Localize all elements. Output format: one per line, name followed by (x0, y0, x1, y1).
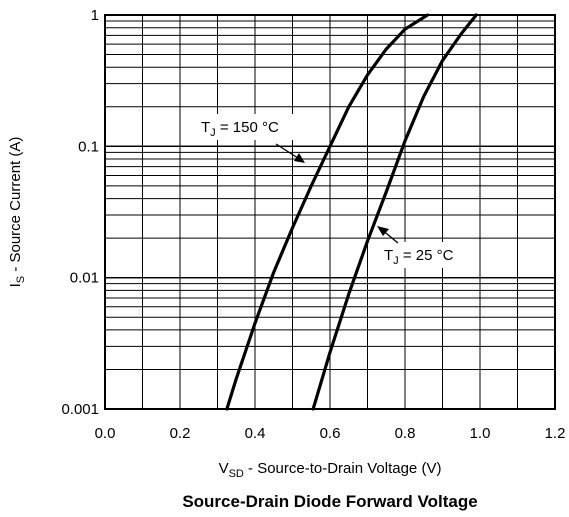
x-tick-label: 0.0 (95, 425, 116, 442)
series-label-150-background (197, 114, 301, 140)
series-line-150 (225, 13, 430, 411)
y-tick-label: 0.001 (61, 401, 99, 418)
y-tick-label: 0.01 (70, 270, 99, 287)
x-tick-label: 0.4 (245, 425, 266, 442)
x-tick-label: 1.2 (545, 425, 566, 442)
series-arrowhead-25 (377, 226, 389, 236)
y-axis-label: IS - Source Current (A) (7, 137, 27, 288)
plot-frame (104, 14, 556, 410)
y-tick-label: 0.1 (78, 138, 99, 155)
y-tick-label: 1 (91, 7, 99, 24)
x-tick-labels: 0.0 0.2 0.4 0.6 0.8 1.0 1.2 (95, 425, 566, 442)
series-arrowhead-150 (294, 153, 305, 163)
x-tick-label: 0.8 (395, 425, 416, 442)
series-line-25 (311, 13, 478, 411)
series-label-25: TJ = 25 °C (384, 247, 454, 267)
y-tick-labels: 0.001 0.01 0.1 1 (61, 7, 99, 418)
x-tick-label: 0.6 (320, 425, 341, 442)
chart-title: Source-Drain Diode Forward Voltage (182, 492, 477, 511)
x-tick-label: 0.2 (170, 425, 191, 442)
series-label-25-background (380, 242, 478, 268)
series-label-150: TJ = 150 °C (201, 119, 279, 139)
x-tick-label: 1.0 (470, 425, 491, 442)
x-axis-label: VSD - Source-to-Drain Voltage (V) (219, 460, 442, 480)
curves (225, 13, 478, 411)
